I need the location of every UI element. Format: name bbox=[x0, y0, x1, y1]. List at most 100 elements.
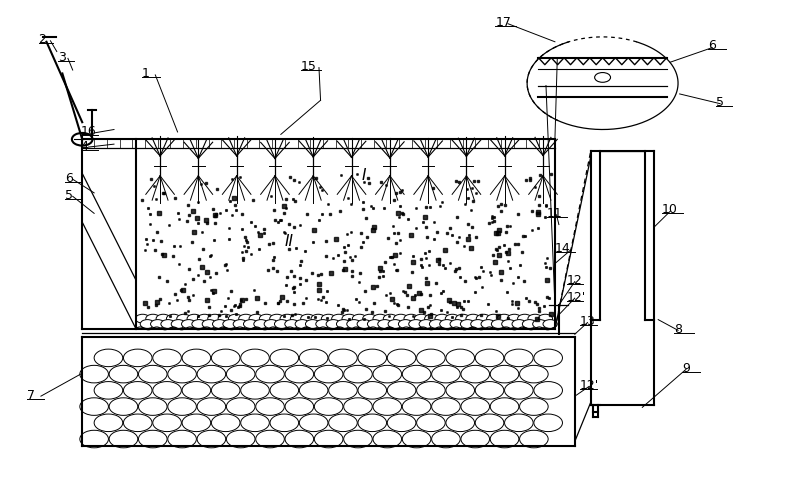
Circle shape bbox=[238, 314, 253, 323]
Text: 7: 7 bbox=[26, 388, 34, 402]
Text: 16: 16 bbox=[81, 125, 96, 139]
Circle shape bbox=[461, 398, 490, 415]
Circle shape bbox=[470, 319, 485, 328]
Circle shape bbox=[358, 349, 386, 367]
Circle shape bbox=[285, 430, 314, 448]
Circle shape bbox=[140, 319, 154, 328]
Circle shape bbox=[446, 414, 474, 431]
Circle shape bbox=[425, 314, 439, 323]
Circle shape bbox=[329, 414, 358, 431]
Text: 15: 15 bbox=[301, 60, 317, 72]
Circle shape bbox=[168, 398, 196, 415]
Circle shape bbox=[402, 430, 431, 448]
Circle shape bbox=[109, 398, 138, 415]
Circle shape bbox=[417, 414, 446, 431]
Circle shape bbox=[373, 314, 387, 323]
Circle shape bbox=[197, 398, 226, 415]
Circle shape bbox=[80, 365, 109, 383]
Circle shape bbox=[211, 349, 240, 367]
Circle shape bbox=[314, 398, 343, 415]
Circle shape bbox=[306, 319, 320, 328]
Text: 6: 6 bbox=[708, 39, 716, 52]
Circle shape bbox=[373, 398, 402, 415]
Circle shape bbox=[295, 319, 310, 328]
Circle shape bbox=[358, 414, 386, 431]
Circle shape bbox=[211, 414, 240, 431]
Circle shape bbox=[378, 319, 392, 328]
Circle shape bbox=[182, 349, 210, 367]
Text: 11: 11 bbox=[547, 207, 562, 220]
Circle shape bbox=[259, 314, 274, 323]
Circle shape bbox=[404, 314, 418, 323]
Circle shape bbox=[367, 319, 382, 328]
Circle shape bbox=[249, 314, 263, 323]
Circle shape bbox=[538, 314, 553, 323]
Circle shape bbox=[135, 314, 150, 323]
Circle shape bbox=[314, 430, 343, 448]
Circle shape bbox=[270, 314, 284, 323]
Circle shape bbox=[398, 319, 413, 328]
Circle shape bbox=[153, 382, 182, 399]
Text: 5: 5 bbox=[716, 96, 724, 109]
Circle shape bbox=[161, 319, 175, 328]
Circle shape bbox=[519, 398, 548, 415]
Circle shape bbox=[518, 314, 532, 323]
Circle shape bbox=[352, 314, 366, 323]
Circle shape bbox=[481, 319, 495, 328]
Circle shape bbox=[528, 314, 542, 323]
Circle shape bbox=[270, 349, 298, 367]
Circle shape bbox=[109, 365, 138, 383]
Circle shape bbox=[505, 349, 533, 367]
Circle shape bbox=[299, 349, 328, 367]
Circle shape bbox=[533, 319, 547, 328]
Circle shape bbox=[414, 314, 429, 323]
Text: 12: 12 bbox=[567, 274, 582, 287]
Circle shape bbox=[153, 414, 182, 431]
Circle shape bbox=[123, 382, 152, 399]
Circle shape bbox=[182, 319, 196, 328]
Circle shape bbox=[226, 398, 255, 415]
Circle shape bbox=[329, 382, 358, 399]
Circle shape bbox=[243, 319, 258, 328]
Circle shape bbox=[387, 349, 416, 367]
Circle shape bbox=[522, 319, 537, 328]
Circle shape bbox=[329, 349, 358, 367]
Circle shape bbox=[150, 319, 165, 328]
Text: 17: 17 bbox=[495, 16, 511, 29]
Circle shape bbox=[475, 382, 504, 399]
Circle shape bbox=[519, 365, 548, 383]
Circle shape bbox=[461, 365, 490, 383]
Circle shape bbox=[346, 319, 361, 328]
Circle shape bbox=[171, 319, 186, 328]
Circle shape bbox=[460, 319, 474, 328]
Circle shape bbox=[182, 414, 210, 431]
Circle shape bbox=[387, 414, 416, 431]
Circle shape bbox=[264, 319, 278, 328]
Circle shape bbox=[430, 319, 444, 328]
Circle shape bbox=[187, 314, 202, 323]
Circle shape bbox=[432, 398, 460, 415]
Circle shape bbox=[290, 314, 305, 323]
Circle shape bbox=[285, 319, 299, 328]
Text: 8: 8 bbox=[674, 323, 682, 336]
Text: 3: 3 bbox=[58, 51, 66, 64]
Circle shape bbox=[156, 314, 170, 323]
Text: 12': 12' bbox=[579, 379, 598, 392]
Circle shape bbox=[311, 314, 326, 323]
Text: I: I bbox=[362, 168, 366, 183]
Text: 14: 14 bbox=[555, 243, 570, 255]
Circle shape bbox=[223, 319, 237, 328]
Text: 1: 1 bbox=[142, 67, 150, 80]
Circle shape bbox=[446, 314, 459, 323]
Circle shape bbox=[446, 349, 474, 367]
Circle shape bbox=[594, 72, 610, 82]
Circle shape bbox=[490, 365, 519, 383]
Circle shape bbox=[197, 365, 226, 383]
Circle shape bbox=[358, 382, 386, 399]
Circle shape bbox=[417, 349, 446, 367]
Circle shape bbox=[168, 365, 196, 383]
Circle shape bbox=[123, 414, 152, 431]
Circle shape bbox=[402, 398, 431, 415]
Circle shape bbox=[229, 314, 242, 323]
Circle shape bbox=[138, 430, 167, 448]
